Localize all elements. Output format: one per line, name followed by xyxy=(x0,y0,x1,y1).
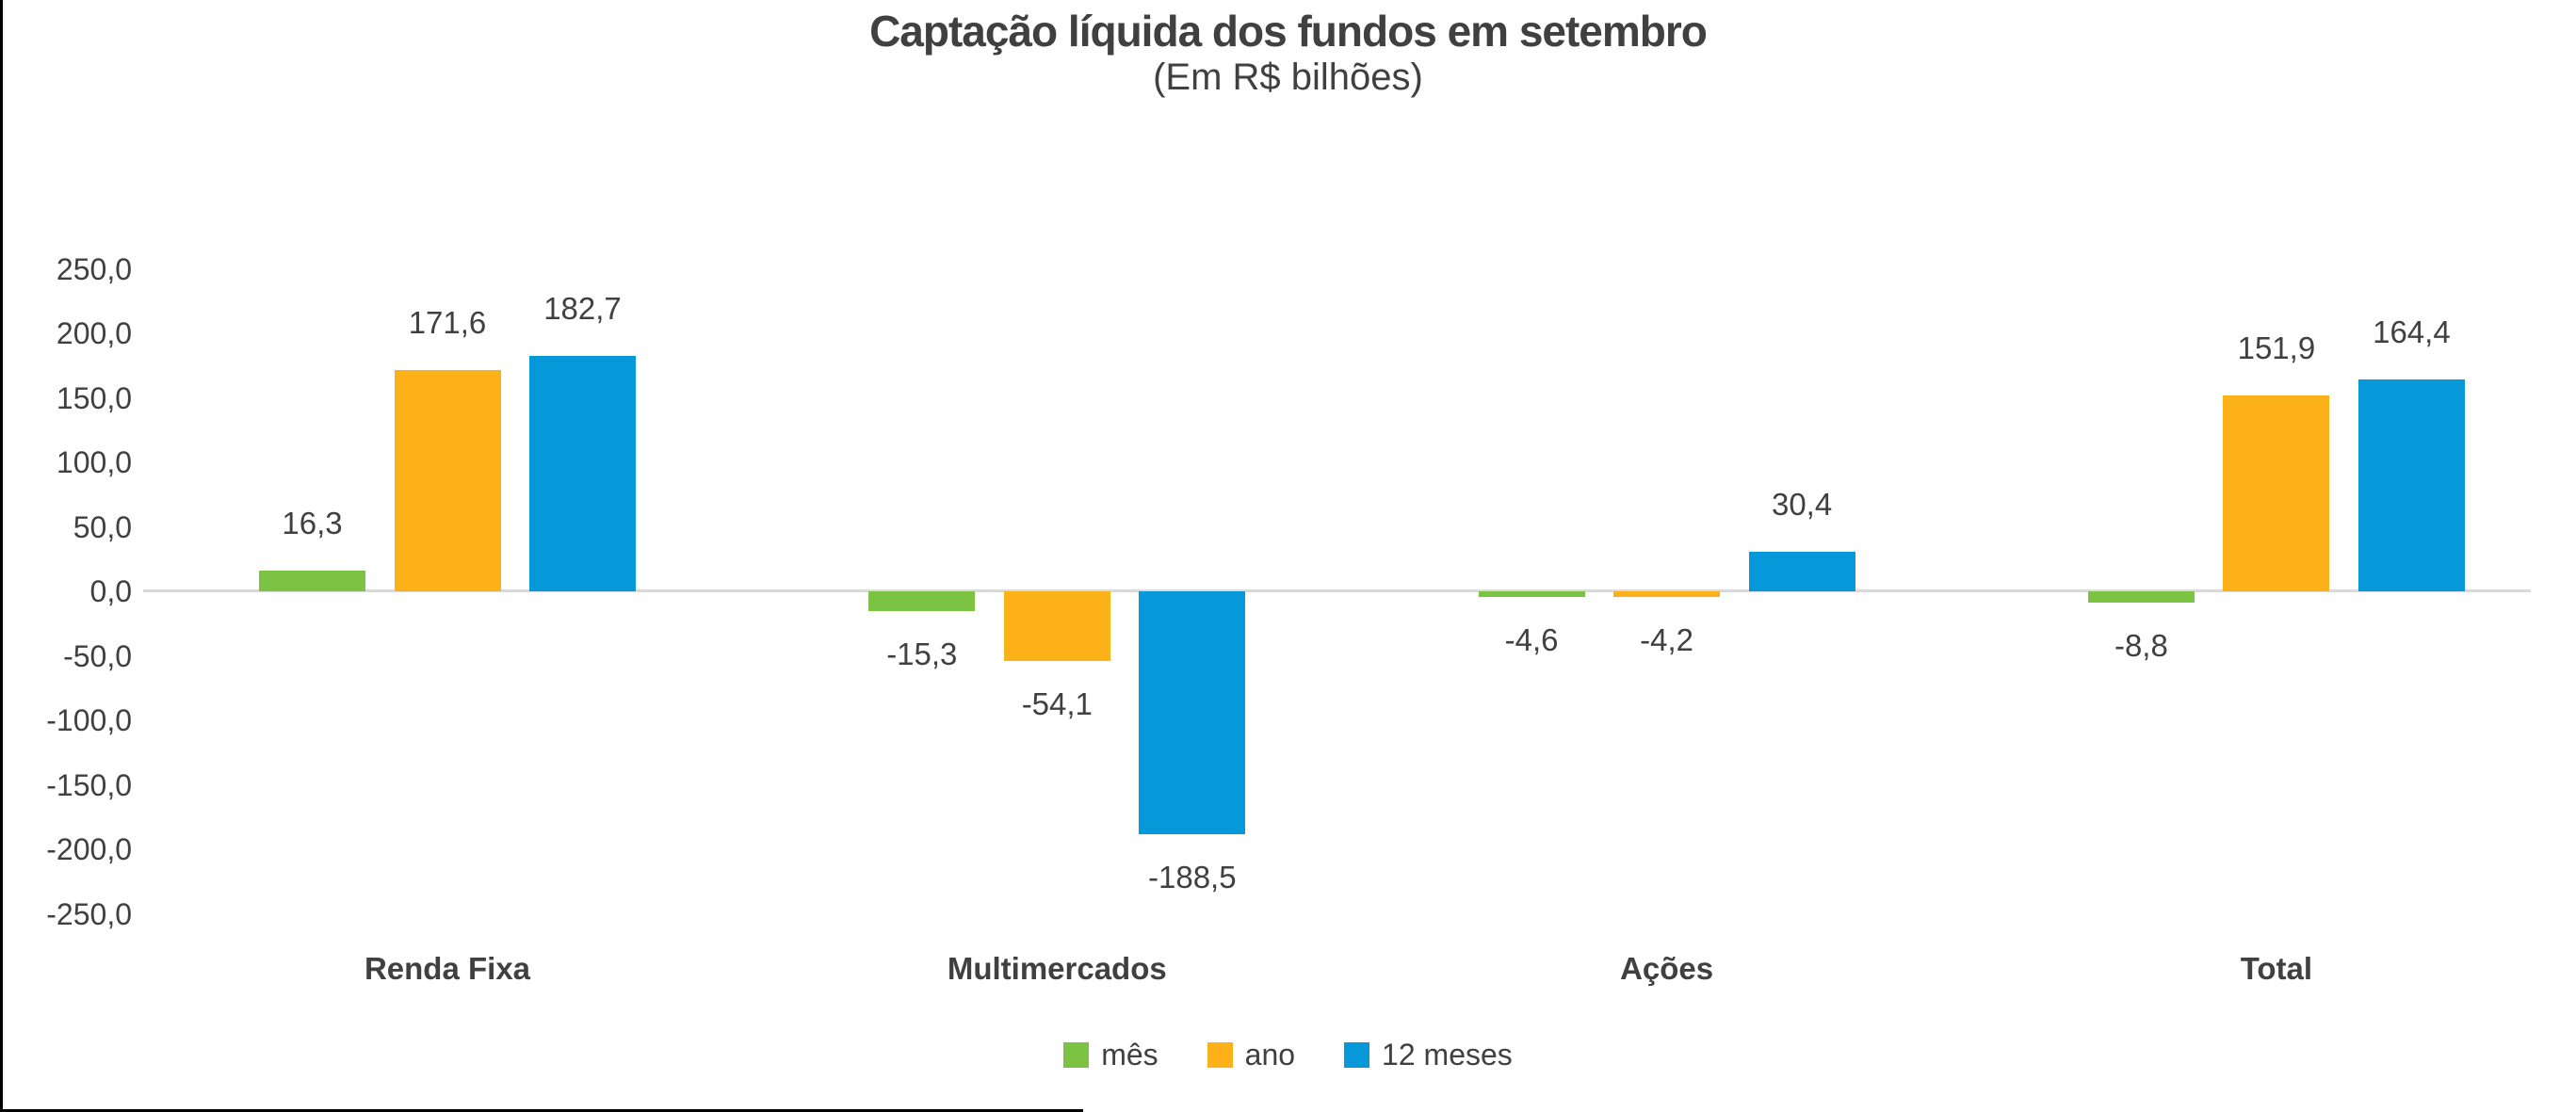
legend-label: mês xyxy=(1101,1037,1158,1072)
data-label: 16,3 xyxy=(282,505,343,540)
y-tick-label: 50,0 xyxy=(73,509,132,544)
legend-swatch-icon xyxy=(1063,1041,1090,1068)
frame-left-border xyxy=(0,0,3,1112)
data-label: 30,4 xyxy=(1771,487,1833,523)
bar-12-meses-ações xyxy=(1748,552,1855,591)
bar-mês-ações xyxy=(1478,591,1585,598)
y-tick-label: -150,0 xyxy=(46,767,132,802)
y-tick-label: 250,0 xyxy=(56,251,132,286)
data-label: -4,6 xyxy=(1504,622,1559,658)
data-label: -8,8 xyxy=(2114,628,2168,664)
bar-12-meses-renda-fixa xyxy=(529,355,636,591)
category-label: Renda Fixa xyxy=(364,951,531,986)
chart-title: Captação líquida dos fundos em setembro xyxy=(869,7,1708,56)
legend-item: ano xyxy=(1207,1038,1295,1072)
y-tick-label: -50,0 xyxy=(63,638,132,673)
bar-mês-renda-fixa xyxy=(259,570,365,591)
data-label: -54,1 xyxy=(1021,686,1093,722)
category-label: Multimercados xyxy=(947,951,1167,986)
data-label: -15,3 xyxy=(886,636,958,671)
data-label: -188,5 xyxy=(1148,860,1237,895)
frame-bottom-border xyxy=(0,1109,1083,1112)
bar-mês-multimercados xyxy=(868,591,976,611)
category-label: Ações xyxy=(1620,951,1714,986)
y-tick-label: 0,0 xyxy=(89,574,132,608)
bar-12-meses-total xyxy=(2357,379,2465,591)
data-label: 151,9 xyxy=(2237,330,2316,365)
bar-ano-multimercados xyxy=(1003,591,1110,662)
data-label: 171,6 xyxy=(408,304,487,340)
y-tick-label: -200,0 xyxy=(46,832,132,866)
y-tick-label: -250,0 xyxy=(46,896,132,931)
legend-swatch-icon xyxy=(1344,1041,1370,1068)
legend-item: mês xyxy=(1063,1038,1158,1072)
bar-ano-renda-fixa xyxy=(394,369,501,591)
y-tick-label: -100,0 xyxy=(46,703,132,737)
legend: mês ano 12 meses xyxy=(0,1034,2576,1075)
data-label: -4,2 xyxy=(1640,621,1694,657)
legend-item: 12 meses xyxy=(1344,1038,1513,1072)
bar-mês-total xyxy=(2087,591,2195,604)
bar-ano-total xyxy=(2223,395,2330,591)
data-label: 164,4 xyxy=(2373,314,2451,349)
legend-swatch-icon xyxy=(1207,1041,1233,1068)
legend-label: 12 meses xyxy=(1382,1037,1513,1072)
y-tick-label: 200,0 xyxy=(56,316,132,350)
bar-12-meses-multimercados xyxy=(1139,591,1246,835)
x-axis-line xyxy=(143,589,2531,592)
legend-label: ano xyxy=(1244,1037,1296,1072)
chart-subtitle: (Em R$ bilhões) xyxy=(1153,56,1423,98)
data-label: 182,7 xyxy=(543,290,622,326)
y-tick-label: 150,0 xyxy=(56,380,132,415)
bar-ano-ações xyxy=(1613,591,1721,597)
category-label: Total xyxy=(2240,951,2313,986)
y-tick-label: 100,0 xyxy=(56,445,132,479)
